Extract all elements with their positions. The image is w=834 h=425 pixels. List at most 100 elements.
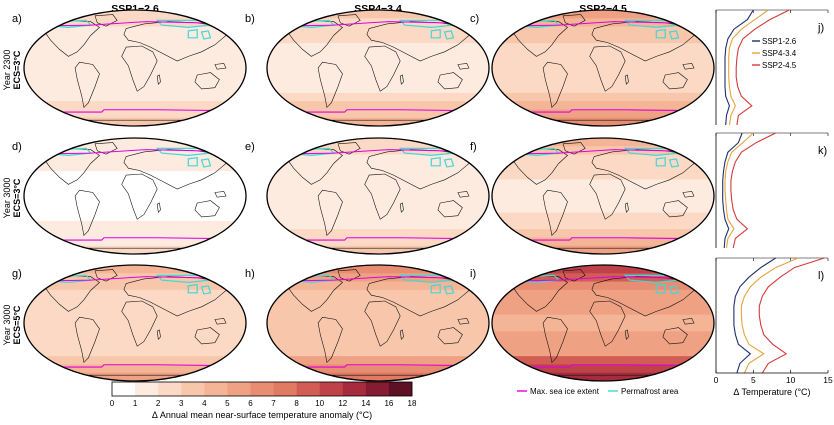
map-cell bbox=[24, 138, 246, 147]
map-cell bbox=[267, 356, 489, 366]
colorbar-tick-label: 1 bbox=[133, 399, 138, 408]
colorbar-bin bbox=[342, 382, 367, 396]
map-cell bbox=[492, 339, 714, 349]
permafrost-contour bbox=[443, 30, 455, 40]
map-legend: Max. sea ice extent Permafrost area bbox=[517, 387, 679, 396]
map-cell bbox=[492, 138, 714, 147]
continent-outline bbox=[121, 45, 158, 92]
continent-outline bbox=[194, 200, 220, 218]
map-cell bbox=[267, 117, 489, 126]
sea-ice-south bbox=[24, 109, 246, 113]
map-cell bbox=[492, 196, 714, 205]
map-frame bbox=[491, 137, 715, 255]
map-cell bbox=[492, 364, 714, 374]
map-cell bbox=[24, 323, 246, 332]
continent-outline bbox=[74, 189, 100, 237]
map-cell bbox=[267, 76, 489, 86]
map-cell bbox=[24, 372, 246, 381]
continent-outline bbox=[624, 74, 629, 85]
map-cell bbox=[267, 10, 489, 19]
map-cell bbox=[24, 204, 246, 214]
map-panel: c) bbox=[470, 9, 715, 127]
colorbar-bin bbox=[135, 382, 159, 396]
map-cell bbox=[492, 331, 714, 341]
map-cell bbox=[492, 237, 714, 247]
map-panel: d) bbox=[12, 137, 247, 255]
map-cell bbox=[267, 92, 489, 102]
permafrost-contour bbox=[398, 147, 456, 157]
map-frame bbox=[266, 137, 490, 255]
panel-letter: l) bbox=[818, 270, 824, 282]
panel-letter: e) bbox=[245, 141, 255, 153]
map-cell bbox=[492, 220, 714, 230]
profile-series-line bbox=[724, 132, 754, 249]
map-cell bbox=[24, 314, 246, 324]
continent-outline bbox=[457, 191, 470, 198]
colorbar-frame bbox=[111, 381, 413, 397]
map-cell bbox=[267, 109, 489, 119]
panel-letter: d) bbox=[12, 141, 22, 153]
map-cell bbox=[492, 265, 714, 274]
map-cell bbox=[24, 187, 246, 197]
continent-outline bbox=[399, 329, 404, 340]
colorbar-bin bbox=[273, 382, 297, 396]
colorbar: 0 1 2 3 4 5 6 7 8 10 12 14 16 18Δ Annual mean near-su… bbox=[110, 381, 417, 420]
permafrost-contour bbox=[623, 274, 681, 284]
permafrost-contour bbox=[623, 147, 681, 157]
profile-series-line bbox=[724, 9, 754, 126]
continent-outline bbox=[682, 318, 695, 325]
permafrost-contour bbox=[655, 284, 666, 294]
map-cell bbox=[24, 212, 246, 222]
map-cell bbox=[24, 364, 246, 374]
map-cell bbox=[24, 306, 246, 316]
map-cell bbox=[24, 196, 246, 205]
panel-letter: b) bbox=[245, 13, 255, 25]
continent-outline bbox=[364, 173, 401, 220]
continent-outline bbox=[662, 200, 688, 218]
continent-outline bbox=[457, 318, 470, 325]
map-cell bbox=[492, 187, 714, 197]
sea-ice-south bbox=[267, 109, 489, 113]
map-frame bbox=[491, 9, 715, 127]
map-panel: f) bbox=[470, 137, 715, 255]
map-cell bbox=[24, 237, 246, 247]
map-cell bbox=[492, 281, 714, 291]
profile-panel: j) bbox=[715, 9, 829, 126]
map-cell bbox=[24, 171, 246, 181]
map-cell bbox=[492, 92, 714, 102]
colorbar-tick-label: 3 bbox=[179, 399, 184, 408]
continent-outline bbox=[662, 72, 688, 90]
permafrost-contour bbox=[668, 285, 680, 295]
sea-ice-label: Max. sea ice extent bbox=[530, 387, 600, 396]
map-cell bbox=[24, 59, 246, 69]
profile-series-line bbox=[735, 9, 790, 126]
row-label-ecs: ECS=3°C bbox=[12, 178, 22, 217]
map-cell bbox=[267, 229, 489, 239]
continent-outline bbox=[121, 300, 158, 347]
map-cell bbox=[24, 162, 246, 172]
profile-panel: k) bbox=[715, 132, 829, 249]
map-cell bbox=[24, 43, 246, 53]
map-cell bbox=[492, 43, 714, 53]
colorbar-tick-label: 12 bbox=[338, 399, 347, 408]
panel-letter: k) bbox=[818, 145, 827, 157]
colorbar-tick-label: 4 bbox=[202, 399, 207, 408]
map-cell bbox=[267, 26, 489, 36]
map-cell bbox=[267, 237, 489, 247]
x-tick-label: 0 bbox=[714, 375, 719, 385]
continent-outline bbox=[589, 173, 626, 220]
continent-outline bbox=[662, 327, 688, 345]
row-label-year: Year 3000 bbox=[2, 178, 12, 219]
continent-outline bbox=[542, 189, 568, 237]
map-cell bbox=[267, 34, 489, 44]
map-cell bbox=[267, 187, 489, 197]
x-axis-label: Δ Temperature (°C) bbox=[733, 387, 810, 397]
map-cell bbox=[24, 331, 246, 341]
map-cell bbox=[267, 289, 489, 299]
map-cell bbox=[24, 265, 246, 274]
map-cell bbox=[267, 245, 489, 254]
colorbar-tick-label: 8 bbox=[294, 399, 299, 408]
map-cell bbox=[267, 68, 489, 77]
continent-outline bbox=[214, 63, 227, 70]
continent-outline bbox=[156, 74, 161, 85]
